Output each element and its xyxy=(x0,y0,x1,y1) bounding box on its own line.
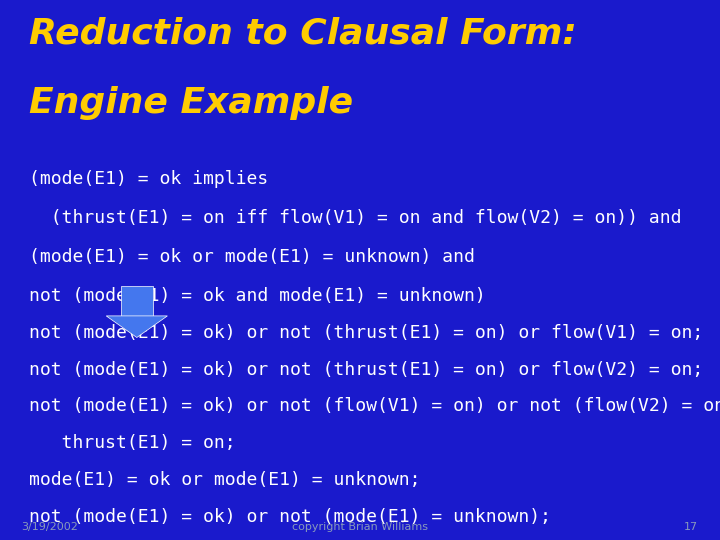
Text: Engine Example: Engine Example xyxy=(29,86,353,120)
Text: not (mode(E1) = ok) or not (flow(V1) = on) or not (flow(V2) = on) or: not (mode(E1) = ok) or not (flow(V1) = o… xyxy=(29,397,720,415)
Text: thrust(E1) = on;: thrust(E1) = on; xyxy=(29,434,235,452)
Bar xyxy=(121,286,153,316)
Text: copyright Brian Williams: copyright Brian Williams xyxy=(292,522,428,532)
Polygon shape xyxy=(107,316,167,338)
Text: (thrust(E1) = on iff flow(V1) = on and flow(V2) = on)) and: (thrust(E1) = on iff flow(V1) = on and f… xyxy=(29,209,681,227)
Text: Reduction to Clausal Form:: Reduction to Clausal Form: xyxy=(29,16,577,50)
Text: 17: 17 xyxy=(684,522,698,532)
Text: not (mode(E1) = ok) or not (mode(E1) = unknown);: not (mode(E1) = ok) or not (mode(E1) = u… xyxy=(29,508,551,525)
Text: not (mode(E1) = ok) or not (thrust(E1) = on) or flow(V2) = on;: not (mode(E1) = ok) or not (thrust(E1) =… xyxy=(29,361,703,379)
Text: (mode(E1) = ok or mode(E1) = unknown) and: (mode(E1) = ok or mode(E1) = unknown) an… xyxy=(29,248,474,266)
Text: mode(E1) = ok or mode(E1) = unknown;: mode(E1) = ok or mode(E1) = unknown; xyxy=(29,471,420,489)
Text: not (mode(E1) = ok) or not (thrust(E1) = on) or flow(V1) = on;: not (mode(E1) = ok) or not (thrust(E1) =… xyxy=(29,324,703,342)
Text: (mode(E1) = ok implies: (mode(E1) = ok implies xyxy=(29,170,268,188)
Text: 3/19/2002: 3/19/2002 xyxy=(22,522,78,532)
Text: not (mode(E1) = ok and mode(E1) = unknown): not (mode(E1) = ok and mode(E1) = unknow… xyxy=(29,287,485,305)
